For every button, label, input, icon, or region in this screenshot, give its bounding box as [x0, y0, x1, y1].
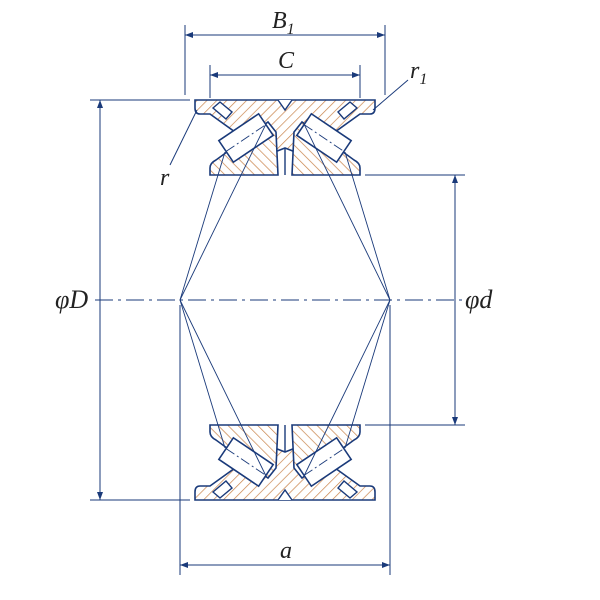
label-B1: B1 — [272, 8, 295, 38]
label-r1: r1 — [410, 58, 427, 88]
upper-bearing-section — [195, 100, 375, 175]
lower-bearing-section — [195, 425, 375, 500]
label-a: a — [280, 538, 292, 564]
bearing-cross-section-diagram: B1 C r r1 φD φd a — [0, 0, 600, 600]
label-r: r — [160, 165, 170, 191]
label-phiD: φD — [55, 285, 88, 314]
label-C: C — [278, 48, 295, 74]
leader-r — [170, 110, 197, 165]
label-phid: φd — [465, 285, 493, 314]
leader-r1 — [373, 80, 408, 110]
